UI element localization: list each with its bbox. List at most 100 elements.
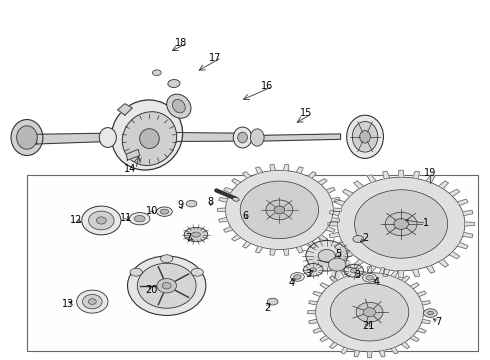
- Polygon shape: [354, 181, 364, 189]
- Ellipse shape: [250, 129, 264, 146]
- Polygon shape: [309, 301, 318, 305]
- Polygon shape: [309, 319, 318, 324]
- Polygon shape: [449, 252, 460, 259]
- Text: 4: 4: [373, 276, 379, 287]
- Ellipse shape: [167, 94, 191, 118]
- Text: 20: 20: [146, 285, 158, 295]
- Polygon shape: [308, 241, 316, 248]
- Circle shape: [88, 299, 96, 305]
- Text: 3: 3: [355, 270, 361, 280]
- Ellipse shape: [172, 99, 185, 113]
- Polygon shape: [398, 170, 404, 177]
- Text: 6: 6: [242, 211, 248, 221]
- Ellipse shape: [152, 70, 161, 76]
- Polygon shape: [320, 283, 329, 289]
- Polygon shape: [169, 132, 240, 141]
- Polygon shape: [423, 310, 432, 314]
- Polygon shape: [401, 342, 410, 348]
- Polygon shape: [379, 267, 385, 274]
- Ellipse shape: [161, 255, 173, 263]
- Polygon shape: [354, 350, 360, 357]
- Ellipse shape: [267, 298, 278, 305]
- Text: 15: 15: [300, 108, 313, 118]
- Polygon shape: [354, 267, 360, 274]
- Ellipse shape: [363, 274, 376, 282]
- Text: 17: 17: [209, 53, 222, 63]
- Text: 10: 10: [146, 206, 158, 216]
- Polygon shape: [333, 208, 342, 212]
- Polygon shape: [343, 252, 353, 259]
- Ellipse shape: [347, 115, 384, 158]
- Text: 2: 2: [264, 303, 270, 313]
- Polygon shape: [118, 104, 132, 115]
- Polygon shape: [223, 226, 233, 232]
- Ellipse shape: [353, 235, 364, 242]
- Polygon shape: [270, 249, 275, 255]
- Ellipse shape: [122, 112, 176, 166]
- Text: 7: 7: [186, 233, 192, 243]
- Polygon shape: [413, 269, 419, 277]
- Polygon shape: [354, 259, 364, 267]
- Polygon shape: [326, 226, 335, 232]
- Polygon shape: [223, 188, 233, 193]
- Text: 12: 12: [70, 215, 82, 225]
- Polygon shape: [410, 336, 419, 342]
- Text: 21: 21: [362, 321, 375, 331]
- Polygon shape: [465, 222, 474, 226]
- Ellipse shape: [427, 311, 433, 315]
- Text: 2: 2: [362, 233, 368, 243]
- Polygon shape: [329, 342, 338, 348]
- Ellipse shape: [266, 200, 293, 220]
- Ellipse shape: [366, 275, 373, 280]
- Circle shape: [240, 181, 318, 239]
- Ellipse shape: [274, 206, 285, 214]
- Polygon shape: [218, 208, 225, 212]
- Ellipse shape: [184, 228, 208, 242]
- Polygon shape: [318, 235, 327, 241]
- Text: 9: 9: [177, 200, 183, 210]
- Polygon shape: [326, 188, 335, 193]
- Polygon shape: [270, 165, 275, 171]
- Ellipse shape: [162, 283, 171, 289]
- Text: 5: 5: [335, 249, 341, 259]
- Polygon shape: [383, 171, 390, 179]
- Ellipse shape: [356, 302, 383, 322]
- Polygon shape: [401, 276, 410, 282]
- Ellipse shape: [291, 273, 304, 281]
- Polygon shape: [318, 179, 327, 185]
- Polygon shape: [256, 246, 263, 253]
- Polygon shape: [328, 222, 338, 226]
- Ellipse shape: [186, 201, 197, 207]
- Text: 13: 13: [62, 299, 74, 309]
- Polygon shape: [296, 246, 303, 253]
- Ellipse shape: [127, 256, 206, 315]
- Ellipse shape: [360, 130, 370, 143]
- Ellipse shape: [318, 249, 335, 262]
- Polygon shape: [334, 242, 345, 249]
- Polygon shape: [320, 336, 329, 342]
- Polygon shape: [341, 347, 348, 354]
- Polygon shape: [37, 133, 108, 144]
- Polygon shape: [343, 189, 353, 197]
- Ellipse shape: [11, 120, 43, 156]
- Polygon shape: [341, 271, 348, 277]
- Polygon shape: [410, 283, 419, 289]
- Circle shape: [82, 206, 121, 235]
- Ellipse shape: [306, 240, 347, 271]
- Circle shape: [328, 258, 346, 271]
- Polygon shape: [308, 172, 316, 179]
- Circle shape: [76, 290, 108, 313]
- Polygon shape: [449, 189, 460, 197]
- Polygon shape: [383, 269, 390, 277]
- Polygon shape: [367, 352, 372, 358]
- Text: 18: 18: [175, 38, 187, 48]
- Text: 4: 4: [289, 278, 294, 288]
- Polygon shape: [421, 319, 430, 324]
- Circle shape: [330, 283, 409, 341]
- Ellipse shape: [394, 219, 409, 229]
- Polygon shape: [313, 328, 322, 333]
- Polygon shape: [329, 211, 340, 216]
- Polygon shape: [457, 242, 468, 249]
- Circle shape: [355, 190, 448, 258]
- Ellipse shape: [17, 126, 37, 149]
